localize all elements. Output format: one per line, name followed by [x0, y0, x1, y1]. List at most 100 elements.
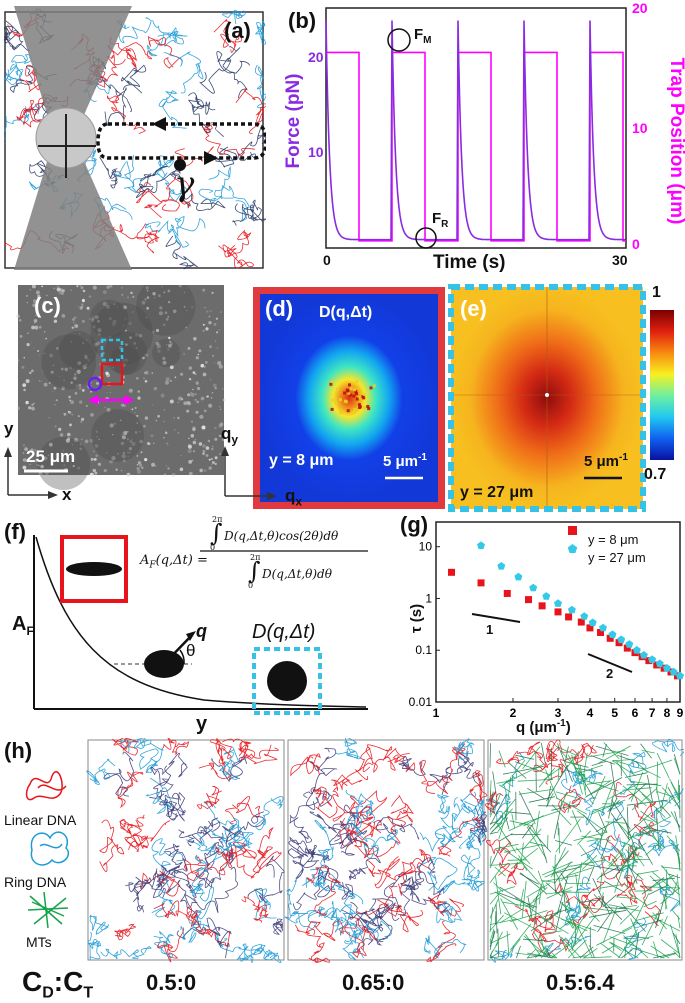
- x-tick-label: 5: [611, 706, 618, 720]
- int-lower-num: 0: [210, 543, 215, 552]
- point-y27: [633, 646, 641, 654]
- x-tick-label: 6: [632, 706, 639, 720]
- panel-a: (a) γ: [4, 6, 266, 270]
- g-xlabel: q (μm-1): [516, 718, 571, 736]
- h-legend-ring: Ring DNA: [4, 874, 66, 890]
- axis-y: y: [4, 419, 13, 439]
- x-axis-label: Time (s): [433, 252, 506, 274]
- panel-h: (h) Linear DNA Ring DNA MTs CD:CT 0.5:0 …: [0, 738, 685, 1000]
- x-tick-label: 4: [587, 706, 594, 720]
- panel-c: (c) 25 μm y x: [4, 285, 244, 510]
- fr-label: FR: [432, 210, 448, 230]
- panel-a-diagram: [4, 6, 266, 270]
- panel-h-label: (h): [4, 738, 32, 764]
- left-tick-20: 20: [308, 49, 324, 65]
- panel-f: (f) AF y q θ D(q,Δt) AF(q,Δt) = 2π ∫ 0 D…: [4, 515, 396, 740]
- trap-position-trace: [326, 52, 626, 240]
- f-xaxis-label: y: [196, 713, 207, 736]
- panel-b: (b) 20 10 20 10 0 0 30 Time (s) Force (p…: [280, 0, 685, 280]
- panel-c-label: (c): [34, 293, 61, 319]
- yval-e: y = 27 μm: [460, 484, 533, 502]
- colorbar-gradient: [650, 310, 674, 460]
- panel-f-label: (f): [4, 519, 26, 545]
- panel-g-label: (g): [400, 512, 428, 538]
- af-axis-label: AF: [12, 613, 34, 638]
- fr-marker: [416, 228, 436, 248]
- panel-b-label: (b): [288, 8, 316, 34]
- left-axis-label: Force (pN): [283, 41, 305, 201]
- scalebar-c: 25 μm: [26, 447, 75, 467]
- formula-denominator: D(q,Δt,θ)dθ: [262, 567, 332, 581]
- point-y8: [555, 608, 562, 615]
- ratio-1: 0.5:0: [146, 970, 196, 996]
- slope-1: 1: [486, 622, 493, 637]
- point-y8: [448, 569, 455, 576]
- h-legend-mts: MTs: [26, 934, 52, 950]
- y-tick-label: 1: [425, 591, 432, 605]
- panel-e: (e) y = 27 μm 5 μm-1: [448, 282, 648, 514]
- dqt-label-f: D(q,Δt): [252, 621, 315, 644]
- point-y8: [565, 613, 572, 620]
- g-ylabel: τ (s): [408, 604, 425, 633]
- strain-rate-symbol: γ: [174, 164, 194, 204]
- panel-e-label: (e): [460, 296, 487, 322]
- x-tick-0: 0: [323, 252, 331, 268]
- axis-x: x: [62, 485, 71, 505]
- x-tick-label: 1: [433, 706, 440, 720]
- ratio-3: 0.5:6.4: [546, 970, 615, 996]
- legend-marker-y8: [568, 526, 577, 535]
- scalebar-e: 5 μm-1: [584, 452, 628, 470]
- formula-lhs: AF(q,Δt) =: [140, 553, 208, 571]
- right-axis-label: Trap Position (μm): [665, 41, 685, 241]
- axis-qx: qx: [285, 486, 302, 508]
- right-tick-20: 20: [632, 0, 648, 16]
- colorbar: 1 0.7: [648, 300, 682, 470]
- x-tick-30: 30: [612, 252, 628, 268]
- point-y8: [478, 579, 485, 586]
- force-trace: [326, 21, 625, 240]
- y-tick-label: 10: [419, 540, 433, 554]
- left-tick-10: 10: [308, 144, 324, 160]
- y-tick-label: 0.01: [409, 695, 433, 709]
- colorbar-max: 1: [652, 284, 661, 302]
- yval-d: y = 8 μm: [269, 452, 334, 470]
- theta-label: θ: [186, 641, 195, 661]
- network-renderings: [86, 738, 684, 963]
- panel-d: (d) D(q,Δt) y = 8 μm 5 μm-1 qy qx: [215, 282, 450, 514]
- point-y27: [568, 606, 576, 614]
- point-y27: [514, 573, 522, 581]
- x-tick-label: 9: [677, 706, 684, 720]
- point-y27: [580, 612, 588, 620]
- point-y27: [617, 636, 625, 644]
- point-y8: [525, 596, 532, 603]
- formula-numerator: D(q,Δt,θ)cos(2θ)dθ: [224, 529, 338, 543]
- g-legend-2: y = 27 μm: [588, 550, 646, 565]
- colorbar-min: 0.7: [644, 466, 666, 484]
- point-y27: [554, 599, 562, 607]
- h-legend-icons: [22, 764, 82, 944]
- panel-d-label: (d): [265, 296, 293, 322]
- legend-marker-y27: [568, 544, 578, 553]
- point-y27: [648, 655, 656, 663]
- int-lower-den: 0: [248, 581, 253, 590]
- point-y27: [589, 619, 597, 627]
- point-y27: [497, 562, 505, 570]
- fm-label: FM: [414, 26, 432, 46]
- force-trap-chart: [280, 0, 685, 280]
- point-y8: [539, 602, 546, 609]
- point-y27: [529, 584, 537, 592]
- right-tick-0: 0: [632, 236, 640, 252]
- point-y27: [477, 541, 485, 549]
- q-label: q: [196, 621, 207, 642]
- y-tick-label: 0.1: [415, 643, 432, 657]
- point-y27: [542, 592, 550, 600]
- dqt-title: D(q,Δt): [319, 304, 372, 322]
- scalebar-d: 5 μm-1: [383, 452, 427, 470]
- h-legend-linear: Linear DNA: [4, 812, 76, 828]
- x-tick-label: 7: [649, 706, 656, 720]
- right-tick-10: 10: [632, 120, 648, 136]
- slope-2: 2: [606, 666, 613, 681]
- ratio-2: 0.65:0: [342, 970, 404, 996]
